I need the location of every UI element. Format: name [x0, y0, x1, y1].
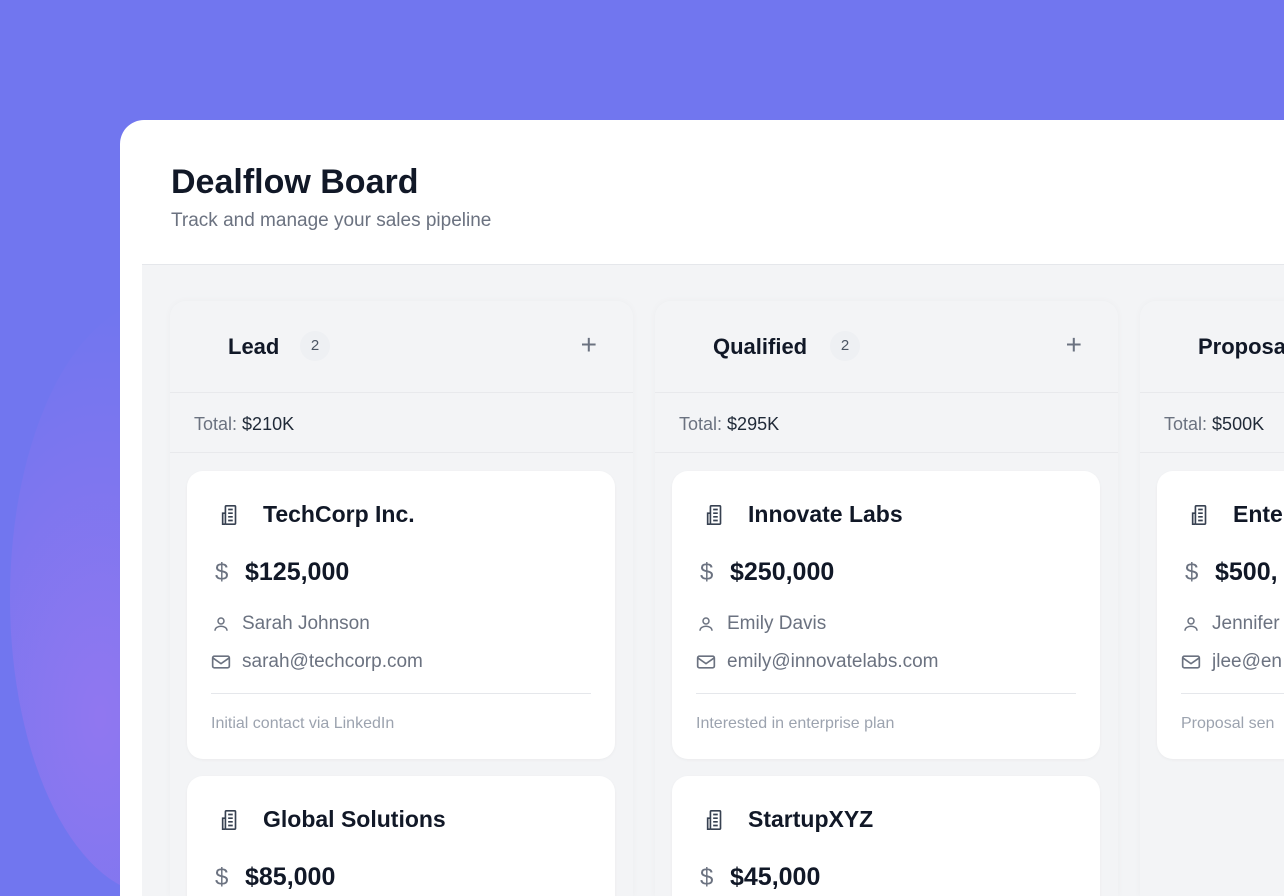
deal-amount: $250,000: [730, 558, 835, 586]
dollar-icon: $: [700, 864, 714, 891]
total-label: Total:: [194, 414, 238, 434]
column-title: Lead: [228, 334, 280, 359]
contact-name: Emily Davis: [727, 613, 827, 634]
contact-name: Sarah Johnson: [242, 613, 370, 634]
company-name: TechCorp Inc.: [263, 501, 415, 527]
column-count-badge: 2: [830, 331, 860, 361]
contact-email[interactable]: sarah@techcorp.com: [242, 651, 423, 672]
column-total: Total: $295K: [655, 393, 1118, 453]
building-icon: [1191, 505, 1207, 525]
deal-card[interactable]: TechCorp Inc. $ $125,000 Sarah Johnson s…: [187, 471, 615, 759]
total-label: Total:: [1164, 414, 1208, 434]
page-title: Dealflow Board: [171, 163, 419, 201]
column-header: Qualified 2 +: [655, 301, 1118, 393]
user-icon: [699, 617, 713, 631]
page-subtitle: Track and manage your sales pipeline: [171, 210, 492, 231]
deal-card[interactable]: Ente $ $500, Jennifer jlee@en Proposal s…: [1157, 471, 1284, 759]
deal-amount: $125,000: [245, 558, 350, 586]
plus-icon[interactable]: +: [580, 329, 597, 360]
column-title: Proposa: [1198, 334, 1284, 359]
deal-note: Interested in enterprise plan: [696, 715, 895, 732]
column-total: Total: $500K: [1140, 393, 1284, 453]
contact-name: Jennifer: [1212, 613, 1280, 634]
mail-icon: [696, 655, 716, 669]
contact-email[interactable]: emily@innovatelabs.com: [727, 651, 939, 672]
total-value: $500K: [1212, 414, 1265, 434]
app-window: Dealflow Board Track and manage your sal…: [120, 120, 1284, 896]
deal-amount: $500,: [1215, 558, 1278, 586]
column-header: Proposa: [1140, 301, 1284, 393]
building-icon: [221, 810, 237, 830]
pipeline-column: Proposa Total: $500K Ente $ $500, Jennif…: [1140, 301, 1284, 896]
divider: [696, 693, 1076, 694]
building-icon: [706, 505, 722, 525]
user-icon: [1184, 617, 1198, 631]
plus-icon[interactable]: +: [1065, 329, 1082, 360]
mail-icon: [211, 655, 231, 669]
mail-icon: [1181, 655, 1201, 669]
building-icon: [221, 505, 237, 525]
dollar-icon: $: [215, 559, 229, 586]
user-icon: [214, 617, 228, 631]
deal-card[interactable]: StartupXYZ $ $45,000: [672, 776, 1100, 896]
divider: [1181, 693, 1284, 694]
pipeline-column: Qualified 2 + Total: $295K Innovate Labs…: [655, 301, 1118, 896]
divider: [211, 693, 591, 694]
company-name: Ente: [1233, 501, 1283, 527]
pipeline-column: Lead 2 + Total: $210K TechCorp Inc. $ $1…: [170, 301, 633, 896]
column-header: Lead 2 +: [170, 301, 633, 393]
company-name: Innovate Labs: [748, 501, 903, 527]
dollar-icon: $: [700, 559, 714, 586]
column-title: Qualified: [713, 334, 808, 359]
kanban-board: Lead 2 + Total: $210K TechCorp Inc. $ $1…: [142, 264, 1284, 896]
dollar-icon: $: [1185, 559, 1199, 586]
deal-card[interactable]: Global Solutions $ $85,000: [187, 776, 615, 896]
deal-card[interactable]: Innovate Labs $ $250,000 Emily Davis emi…: [672, 471, 1100, 759]
deal-note: Proposal sen: [1181, 715, 1275, 732]
dollar-icon: $: [215, 864, 229, 891]
total-value: $295K: [727, 414, 780, 434]
company-name: StartupXYZ: [748, 806, 874, 832]
column-count-badge: 2: [300, 331, 330, 361]
column-total: Total: $210K: [170, 393, 633, 453]
deal-amount: $45,000: [730, 863, 821, 891]
total-value: $210K: [242, 414, 295, 434]
deal-amount: $85,000: [245, 863, 336, 891]
deal-note: Initial contact via LinkedIn: [211, 715, 395, 732]
building-icon: [706, 810, 722, 830]
total-label: Total:: [679, 414, 723, 434]
company-name: Global Solutions: [263, 806, 446, 832]
contact-email[interactable]: jlee@en: [1212, 651, 1282, 672]
